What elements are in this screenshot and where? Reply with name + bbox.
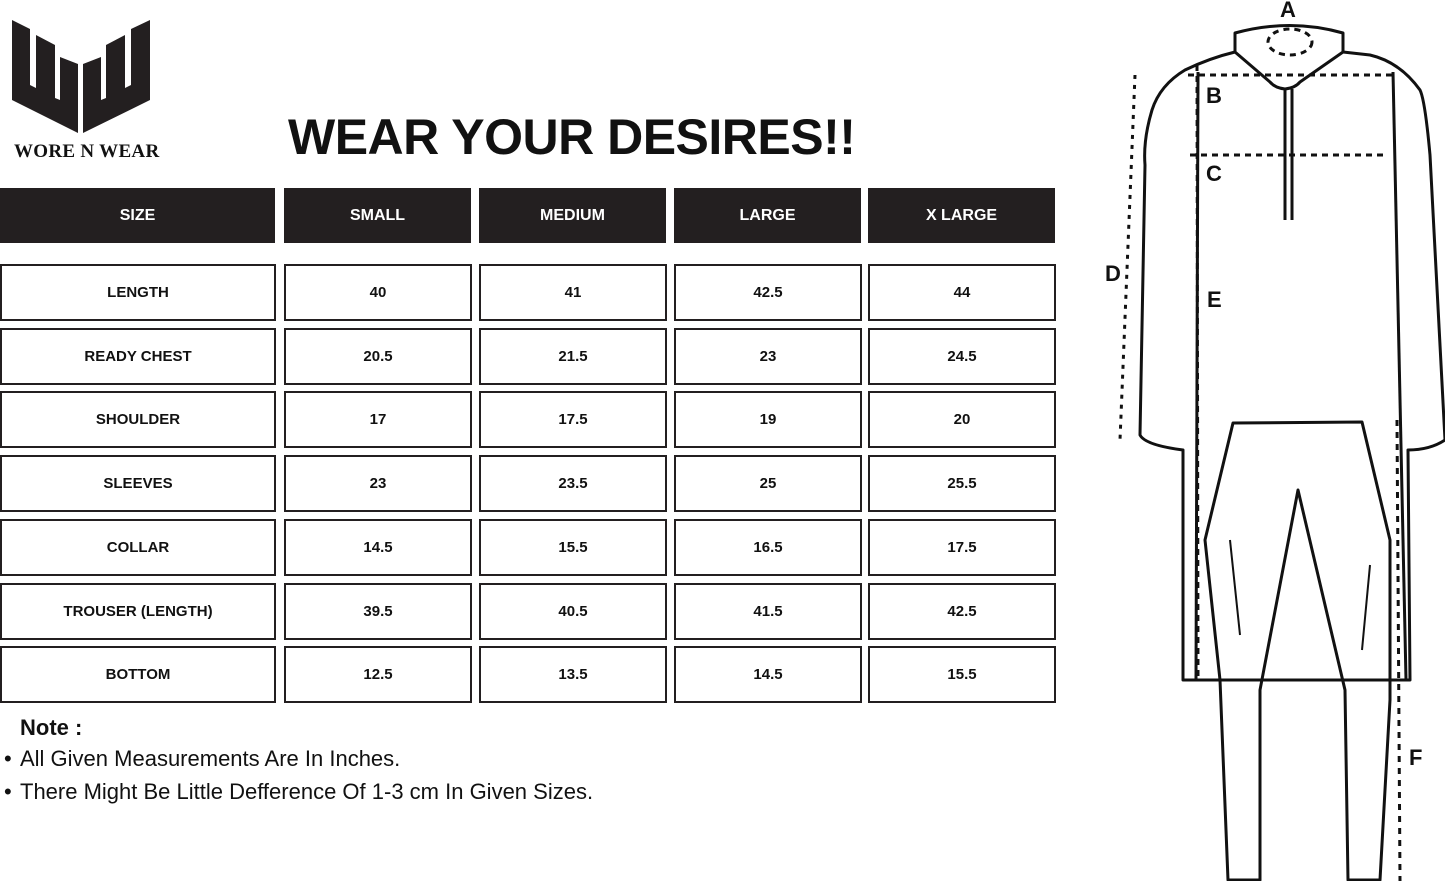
collar	[1233, 24, 1345, 91]
row-label: LENGTH	[0, 264, 276, 321]
table-cell: 14.5	[284, 519, 472, 576]
table-cell: 17	[284, 391, 472, 448]
column-header: SIZE	[0, 188, 275, 243]
note-title: Note :	[20, 715, 83, 740]
row-label: TROUSER (LENGTH)	[0, 583, 276, 640]
table-cell: 39.5	[284, 583, 472, 640]
table-cell: 25	[674, 455, 862, 512]
label-f: F	[1409, 745, 1422, 770]
table-cell: 12.5	[284, 646, 472, 703]
table-cell: 42.5	[868, 583, 1056, 640]
note-item: • All Given Measurements Are In Inches.	[4, 746, 400, 772]
table-cell: 23.5	[479, 455, 667, 512]
row-label: BOTTOM	[0, 646, 276, 703]
column-header: X LARGE	[868, 188, 1055, 243]
brand-name: WORE N WEAR	[14, 141, 160, 162]
note-item: • There Might Be Little Defference Of 1-3…	[4, 779, 593, 805]
kurta-outline	[1138, 50, 1445, 682]
table-cell: 16.5	[674, 519, 862, 576]
row-label: SHOULDER	[0, 391, 276, 448]
garment-diagram: A B C D E F	[1105, 0, 1445, 881]
table-cell: 15.5	[868, 646, 1056, 703]
table-cell: 23	[674, 328, 862, 385]
note-text: There Might Be Little Defference Of 1-3 …	[20, 779, 594, 804]
table-cell: 17.5	[868, 519, 1056, 576]
table-cell: 13.5	[479, 646, 667, 703]
table-cell: 24.5	[868, 328, 1056, 385]
column-header: LARGE	[674, 188, 861, 243]
page-title: WEAR YOUR DESIRES!!	[288, 109, 856, 165]
table-cell: 19	[674, 391, 862, 448]
table-cell: 25.5	[868, 455, 1056, 512]
table-cell: 20	[868, 391, 1056, 448]
brand-logo	[12, 20, 150, 133]
row-label: READY CHEST	[0, 328, 276, 385]
table-cell: 17.5	[479, 391, 667, 448]
bullet-icon: •	[4, 779, 12, 804]
label-b: B	[1206, 83, 1222, 108]
note-text: All Given Measurements Are In Inches.	[20, 746, 401, 771]
row-label: SLEEVES	[0, 455, 276, 512]
table-cell: 23	[284, 455, 472, 512]
label-c: C	[1206, 161, 1222, 186]
table-cell: 14.5	[674, 646, 862, 703]
bullet-icon: •	[4, 746, 12, 771]
table-cell: 15.5	[479, 519, 667, 576]
table-cell: 40.5	[479, 583, 667, 640]
label-a: A	[1280, 0, 1296, 22]
row-label: COLLAR	[0, 519, 276, 576]
column-header: MEDIUM	[479, 188, 666, 243]
trouser-outline	[1203, 420, 1392, 881]
column-header: SMALL	[284, 188, 471, 243]
label-e: E	[1207, 287, 1222, 312]
table-cell: 20.5	[284, 328, 472, 385]
table-cell: 41.5	[674, 583, 862, 640]
label-d: D	[1105, 261, 1121, 286]
table-cell: 44	[868, 264, 1056, 321]
table-cell: 42.5	[674, 264, 862, 321]
table-cell: 40	[284, 264, 472, 321]
table-cell: 21.5	[479, 328, 667, 385]
table-cell: 41	[479, 264, 667, 321]
